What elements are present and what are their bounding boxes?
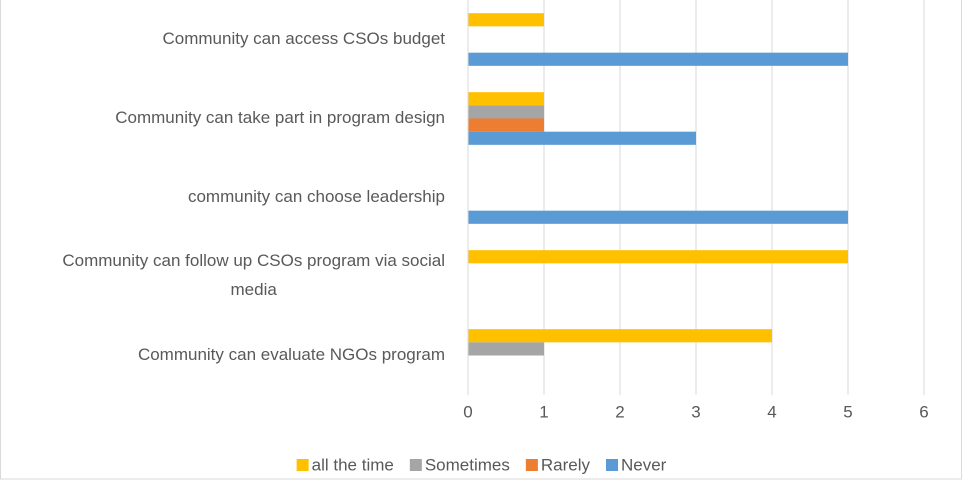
- bar: [468, 250, 848, 264]
- y-tick-label: Community can take part in program desig…: [115, 108, 445, 127]
- x-tick-label: 5: [843, 402, 852, 421]
- legend-label: Sometimes: [425, 455, 510, 474]
- legend-label: all the time: [312, 455, 394, 474]
- legend-swatch: [525, 459, 538, 471]
- x-tick-label: 6: [919, 402, 928, 421]
- bar: [468, 52, 848, 66]
- bar: [468, 13, 544, 27]
- bar: [468, 210, 848, 224]
- legend-swatch: [606, 459, 618, 471]
- y-tick-label: Community can follow up CSOs program via…: [62, 251, 445, 299]
- y-tick-label: community can choose leadership: [188, 187, 445, 206]
- legend-label: Never: [621, 455, 667, 474]
- bar: [468, 329, 772, 343]
- x-tick-label: 4: [767, 402, 776, 421]
- legend: all the time Sometimes Rarely Never: [296, 455, 667, 474]
- y-tick-label-line: media: [231, 280, 278, 299]
- legend-label: Rarely: [541, 455, 591, 474]
- y-tick-label: Community can access CSOs budget: [162, 29, 445, 48]
- x-tick-label: 1: [539, 402, 548, 421]
- bar: [468, 92, 544, 106]
- bar: [468, 131, 696, 145]
- legend-swatch: [296, 459, 309, 471]
- y-tick-label-line: Community can follow up CSOs program via…: [62, 251, 445, 270]
- bar: [468, 342, 544, 356]
- x-tick-label: 0: [463, 402, 472, 421]
- x-tick-label: 3: [691, 402, 700, 421]
- legend-swatch: [409, 459, 422, 471]
- bar: [468, 105, 544, 119]
- bar: [468, 118, 544, 132]
- x-tick-label: 2: [615, 402, 624, 421]
- y-tick-label: Community can evaluate NGOs program: [138, 345, 445, 364]
